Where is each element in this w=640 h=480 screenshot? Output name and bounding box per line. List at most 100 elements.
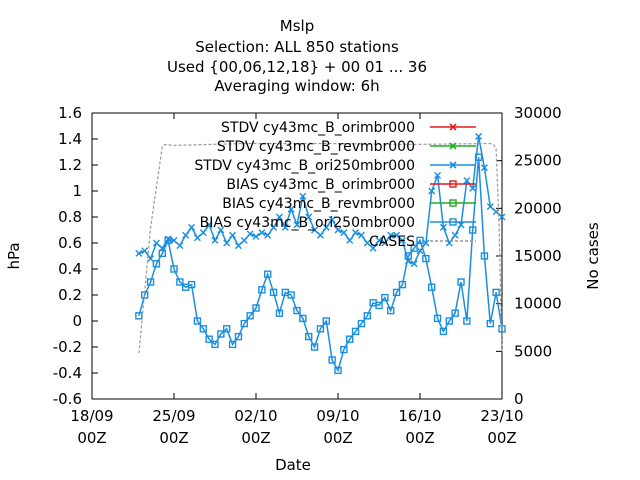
data-point [340, 345, 348, 354]
x-tick-label: 16/10 [398, 407, 441, 425]
data-point [299, 314, 307, 323]
data-point [211, 340, 219, 349]
data-point [381, 239, 389, 247]
x-tick-label: 25/09 [152, 407, 195, 425]
data-point [316, 325, 325, 333]
data-point [434, 171, 442, 179]
legend-marker [449, 142, 457, 150]
data-point [469, 184, 477, 192]
data-point [316, 231, 324, 239]
data-point [275, 213, 283, 221]
data-point [193, 234, 201, 242]
data-point [334, 366, 342, 375]
data-point [357, 231, 365, 239]
data-point [217, 330, 225, 338]
series-line [138, 142, 503, 354]
data-point [328, 216, 336, 224]
y-tick-label: 1.4 [58, 130, 82, 148]
data-point [398, 236, 406, 244]
legend: STDV cy43mc_B_orimbr000 STDV cy43mc_B_rev… [194, 120, 476, 250]
data-point [393, 231, 401, 239]
data-point [293, 306, 301, 315]
chart-title: Mslp Selection: ALL 850 stations Used {0… [167, 17, 427, 95]
y-tick-labels: 1.6 1.4 1.2 1 0.8 0.6 0.4 0.2 0 -0.2 -0.4 -0.6 [53, 104, 82, 408]
data-point [381, 293, 389, 302]
data-point [445, 317, 453, 325]
data-point [211, 236, 219, 244]
x-tick-label: 00Z [487, 429, 516, 447]
data-point [369, 244, 377, 252]
data-point [416, 236, 424, 245]
data-point [322, 317, 330, 325]
data-point [199, 325, 207, 333]
data-point [146, 278, 155, 286]
y-tick-label: 1 [72, 182, 82, 200]
data-point [457, 278, 465, 286]
data-point [422, 254, 430, 263]
title-line-2: Selection: ALL 850 stations [195, 38, 399, 56]
data-point [346, 236, 354, 244]
data-point [252, 304, 260, 312]
data-point [264, 270, 272, 278]
data-point [328, 356, 336, 364]
y2-tick-labels: 30000 25000 20000 15000 10000 5000 0 [514, 104, 562, 408]
data-point [469, 226, 477, 234]
data-point [492, 288, 500, 297]
data-point [287, 205, 295, 213]
y2-tick-label: 25000 [514, 152, 562, 170]
data-point [281, 223, 289, 231]
y2-tick-label: 5000 [514, 342, 552, 360]
data-point [486, 203, 494, 211]
data-point [223, 239, 231, 247]
y-axis-label: hPa [5, 242, 23, 269]
data-point [311, 226, 319, 234]
y2-axis-label: No cases [584, 222, 602, 290]
data-point [351, 327, 360, 336]
data-point [152, 260, 161, 268]
data-point [287, 291, 295, 299]
data-point [240, 319, 248, 328]
y2-tick-label: 15000 [514, 247, 562, 265]
y-tick-label: 0 [72, 312, 82, 330]
y2-tick-label: 20000 [514, 199, 562, 217]
y-tick-label: 0.6 [58, 234, 82, 252]
data-point [252, 233, 260, 240]
x-tick-label: 18/09 [70, 407, 113, 425]
title-line-3: Used {00,06,12,18} + 00 01 ... 36 [167, 58, 427, 76]
data-point [205, 221, 213, 229]
data-point [205, 335, 213, 343]
legend-marker [449, 123, 457, 131]
data-point [463, 317, 471, 325]
data-point [141, 247, 149, 255]
legend-label: BIAS cy43mc_B_ori250mbr000 [200, 215, 415, 231]
data-point [164, 236, 172, 245]
data-point [392, 288, 401, 297]
x-tick-label: 00Z [405, 429, 434, 447]
data-point [176, 242, 184, 250]
y-tick-label: 0.4 [58, 260, 82, 278]
x-tick-label: 00Z [159, 429, 188, 447]
data-point [305, 213, 313, 221]
y-tick-label: 1.6 [58, 104, 82, 122]
x-tick-label: 23/10 [480, 407, 523, 425]
data-point [187, 280, 196, 289]
data-point [439, 223, 447, 231]
axis-ticks [91, 112, 503, 400]
data-point [228, 340, 237, 349]
data-point [486, 319, 494, 328]
data-point [334, 226, 342, 234]
data-point [299, 192, 307, 200]
y2-tick-label: 30000 [514, 104, 562, 122]
data-point [398, 280, 407, 289]
data-point [422, 239, 430, 247]
data-point [258, 286, 266, 294]
data-point [199, 229, 207, 237]
data-point [474, 153, 483, 161]
data-point [498, 213, 506, 221]
data-point [223, 325, 231, 333]
data-point [352, 229, 360, 237]
data-point [387, 306, 395, 315]
data-point [229, 231, 237, 239]
y-tick-label: -0.4 [53, 364, 82, 382]
